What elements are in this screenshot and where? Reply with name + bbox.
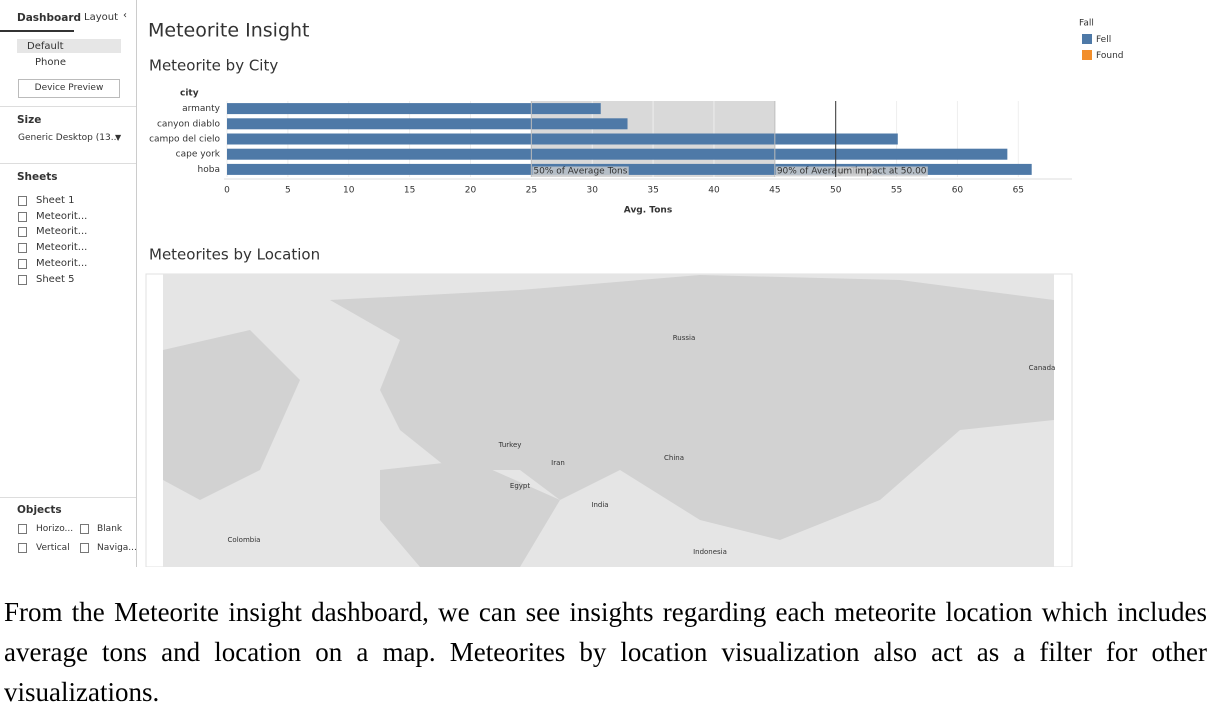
y-tick-label: cape york [176, 150, 221, 160]
x-tick-label: 65 [1013, 186, 1024, 196]
legend-label: Fell [1096, 35, 1111, 45]
map-label: Indonesia [693, 548, 727, 556]
section-title: Objects [17, 504, 62, 516]
tab-underline [0, 8, 74, 32]
x-tick-label: 55 [891, 186, 902, 196]
tab[interactable]: Layout [84, 12, 118, 23]
dashboard-title: Meteorite Insight [148, 20, 310, 42]
x-tick-label: 50 [830, 186, 842, 196]
reference-label-bg [836, 166, 928, 177]
section-title: Sheets [17, 171, 58, 183]
sheet-icon [18, 196, 27, 206]
map-label: China [664, 454, 684, 462]
map-label: Russia [673, 334, 696, 342]
sheet-item[interactable]: Meteorit... [36, 257, 88, 269]
reference-label-bg [775, 166, 873, 177]
x-tick-label: 10 [343, 186, 355, 196]
selected-option [17, 39, 121, 53]
dashboard: Meteorite Insight Meteorite by City city… [145, 19, 1123, 567]
reference-label: 50% of Average Tons [533, 167, 627, 177]
reference-label-bg [532, 166, 629, 177]
sidebar: Dashboard Layout ‹ Default Phone Device … [0, 0, 137, 567]
sheet-item[interactable]: Meteorit... [36, 242, 88, 254]
bar [227, 133, 898, 145]
sheet-item[interactable]: Meteorit... [36, 210, 88, 222]
object-icon [80, 524, 89, 534]
x-tick-label: 15 [404, 186, 415, 196]
separator [0, 497, 136, 498]
x-axis-label: Avg. Tons [624, 206, 672, 216]
y-tick-label: campo del cielo [149, 135, 220, 145]
collapse-icon[interactable]: ‹ [123, 10, 127, 21]
y-axis-label: city [180, 89, 199, 99]
object-item[interactable]: Blank [97, 524, 123, 534]
object-icon [80, 543, 89, 553]
map-label: Egypt [510, 482, 530, 490]
bar [227, 103, 601, 115]
y-tick-label: hoba [198, 165, 220, 175]
separator [0, 106, 136, 107]
legend-title: Fall [1079, 19, 1094, 29]
x-tick-label: 0 [224, 186, 230, 196]
map-label: Colombia [228, 536, 261, 544]
object-icon [18, 524, 27, 534]
legend-swatch [1082, 34, 1092, 44]
sheet-icon [18, 258, 27, 269]
map-label: India [591, 501, 608, 509]
object-icon [18, 543, 27, 553]
x-tick-label: 20 [465, 186, 477, 196]
chart-title: Meteorite by City [149, 57, 278, 75]
object-item[interactable]: Vertical [36, 543, 70, 553]
map-landmass [163, 330, 300, 500]
tab[interactable]: Dashboard [17, 12, 82, 24]
x-tick-label: 5 [285, 186, 291, 196]
device-preview-button[interactable]: Device Preview [18, 79, 120, 98]
x-tick-label: 45 [769, 186, 780, 196]
reference-label: 90% of Average Tons [777, 167, 871, 177]
sheet-icon [18, 211, 27, 222]
object-item[interactable]: Naviga... [97, 543, 137, 553]
sheet-icon [18, 243, 27, 254]
legend-swatch [1082, 50, 1092, 60]
separator [0, 163, 136, 164]
map-landmass [330, 275, 1054, 540]
x-tick-label: 35 [647, 186, 658, 196]
device-option[interactable]: Default [27, 41, 64, 52]
sheet-icon [18, 274, 27, 285]
reference-label: um impact at 50.00 [838, 167, 927, 177]
x-tick-label: 60 [952, 186, 964, 196]
map-label: Turkey [498, 441, 522, 449]
sheet-item[interactable]: Sheet 5 [36, 273, 75, 285]
sheet-item[interactable]: Meteorit... [36, 226, 88, 238]
caption: From the Meteorite insight dashboard, we… [4, 597, 1207, 707]
bar [227, 148, 1008, 160]
map-landmass [380, 460, 560, 567]
map-title: Meteorites by Location [149, 246, 320, 264]
map-label: Canada [1029, 364, 1056, 372]
bar [227, 118, 628, 130]
section-title: Size [17, 114, 42, 126]
bar [227, 163, 1032, 175]
x-tick-label: 25 [526, 186, 537, 196]
legend-label: Found [1096, 51, 1123, 61]
y-tick-label: canyon diablo [157, 119, 221, 129]
size-dropdown[interactable]: Generic Desktop (13... [18, 133, 120, 143]
object-item[interactable]: Horizo... [36, 524, 74, 534]
sheet-item[interactable]: Sheet 1 [36, 195, 75, 206]
y-tick-label: armanty [182, 104, 221, 114]
sheet-icon [18, 227, 27, 238]
device-option[interactable]: Phone [35, 57, 66, 68]
x-tick-label: 40 [708, 186, 720, 196]
x-tick-label: 30 [586, 186, 598, 196]
dropdown-arrow[interactable]: ▼ [115, 133, 122, 142]
map-label: Iran [551, 459, 565, 467]
